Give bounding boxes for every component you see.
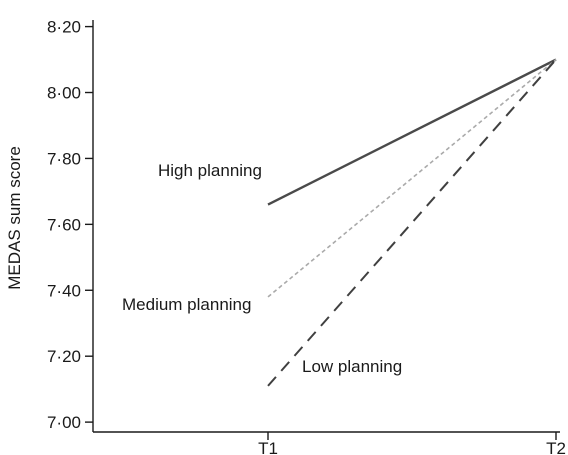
- y-axis-title: MEDAS sum score: [5, 146, 24, 290]
- series-line-high-planning: [267, 58, 557, 206]
- x-axis-ticks: T1 T2: [258, 432, 566, 455]
- y-axis-ticks: 7·00 7·20 7·40 7·60 7·80 8·00 8·20: [47, 18, 93, 432]
- series-lines: [267, 58, 557, 387]
- series-label-medium-planning: Medium planning: [122, 295, 251, 314]
- y-tick-label: 7·20: [47, 347, 81, 366]
- y-tick-label: 7·40: [47, 281, 81, 300]
- series-label-low-planning: Low planning: [302, 357, 402, 376]
- y-tick-label: 7·00: [47, 413, 81, 432]
- y-tick-label: 7·80: [47, 149, 81, 168]
- x-tick-label: T1: [258, 439, 278, 455]
- series-line-medium-planning: [267, 58, 557, 298]
- plot-area: [92, 20, 560, 433]
- x-tick-label: T2: [546, 439, 566, 455]
- y-tick-label: 7·60: [47, 215, 81, 234]
- series-line-low-planning: [267, 58, 557, 387]
- y-tick-label: 8·00: [47, 84, 81, 103]
- y-tick-label: 8·20: [47, 18, 81, 37]
- series-label-high-planning: High planning: [158, 161, 262, 180]
